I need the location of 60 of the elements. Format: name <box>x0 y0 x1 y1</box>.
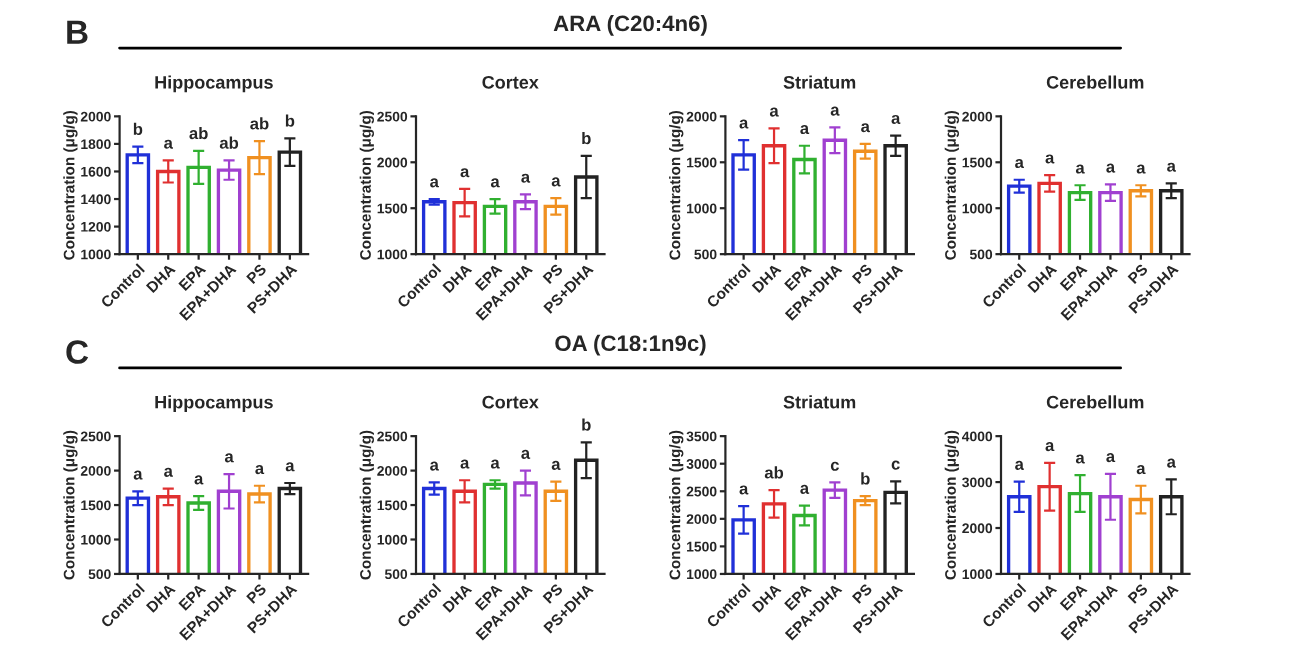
chart-title: Cerebellum <box>1046 395 1144 409</box>
data-label: a <box>1015 460 1024 470</box>
data-label: a <box>1167 162 1176 172</box>
chart-title: Hippocampus <box>155 75 273 93</box>
data-label: c <box>891 460 900 470</box>
data-label: a <box>1075 164 1085 174</box>
data-label: a <box>460 459 470 469</box>
data-label: a <box>800 484 810 494</box>
data-label: a <box>164 467 173 477</box>
data-label: a <box>1136 465 1146 475</box>
data-label: a <box>739 119 749 129</box>
data-label: b <box>582 131 591 145</box>
data-label: a <box>1015 158 1024 169</box>
chart-title: Cerebellum <box>1046 75 1144 89</box>
text: C <box>66 340 89 364</box>
data-label: a <box>861 123 870 133</box>
data-label: b <box>133 122 143 136</box>
data-label: a <box>521 173 531 183</box>
data-label: a <box>551 460 561 470</box>
data-label: ab <box>219 136 239 149</box>
text: B <box>67 20 88 44</box>
data-label: a <box>1045 154 1055 164</box>
data-label: a <box>1075 454 1085 464</box>
data-label: b <box>285 114 295 127</box>
data-label: a <box>800 124 810 135</box>
data-label: a <box>490 459 500 469</box>
data-label: a <box>133 470 143 480</box>
text: ARA (C20:4n6) <box>553 14 707 36</box>
data-label: a <box>255 465 265 475</box>
chart-title: Cortex <box>482 395 539 409</box>
chart-title: Striatum <box>783 395 856 409</box>
data-label: a <box>430 178 439 188</box>
data-label: ab <box>250 117 269 130</box>
data-label: a <box>521 449 531 459</box>
data-label: a <box>830 106 840 116</box>
data-label: a <box>194 475 204 485</box>
data-label: a <box>891 114 901 125</box>
data-label: a <box>430 461 439 471</box>
data-label: a <box>1167 458 1176 468</box>
data-label: a <box>1136 164 1146 174</box>
data-label: a <box>164 139 173 149</box>
data-label: ab <box>189 126 208 140</box>
data-label: b <box>582 418 591 431</box>
data-label: ab <box>764 466 784 479</box>
data-label: a <box>460 168 470 178</box>
data-label: a <box>1106 453 1116 463</box>
chart-title: Cortex <box>482 75 539 89</box>
data-label: a <box>1106 163 1116 173</box>
data-label: a <box>769 107 779 117</box>
data-label: a <box>551 177 561 187</box>
data-label: a <box>739 485 749 495</box>
data-label: a <box>285 462 295 472</box>
data-label: a <box>224 453 234 463</box>
chart-title: Hippocampus <box>155 395 273 413</box>
text: OA (C18:1n9c) <box>555 334 706 356</box>
data-label: a <box>1045 442 1055 452</box>
data-label: c <box>830 461 839 471</box>
data-label: b <box>861 472 870 485</box>
chart-title: Striatum <box>783 75 856 89</box>
data-label: a <box>490 178 500 188</box>
